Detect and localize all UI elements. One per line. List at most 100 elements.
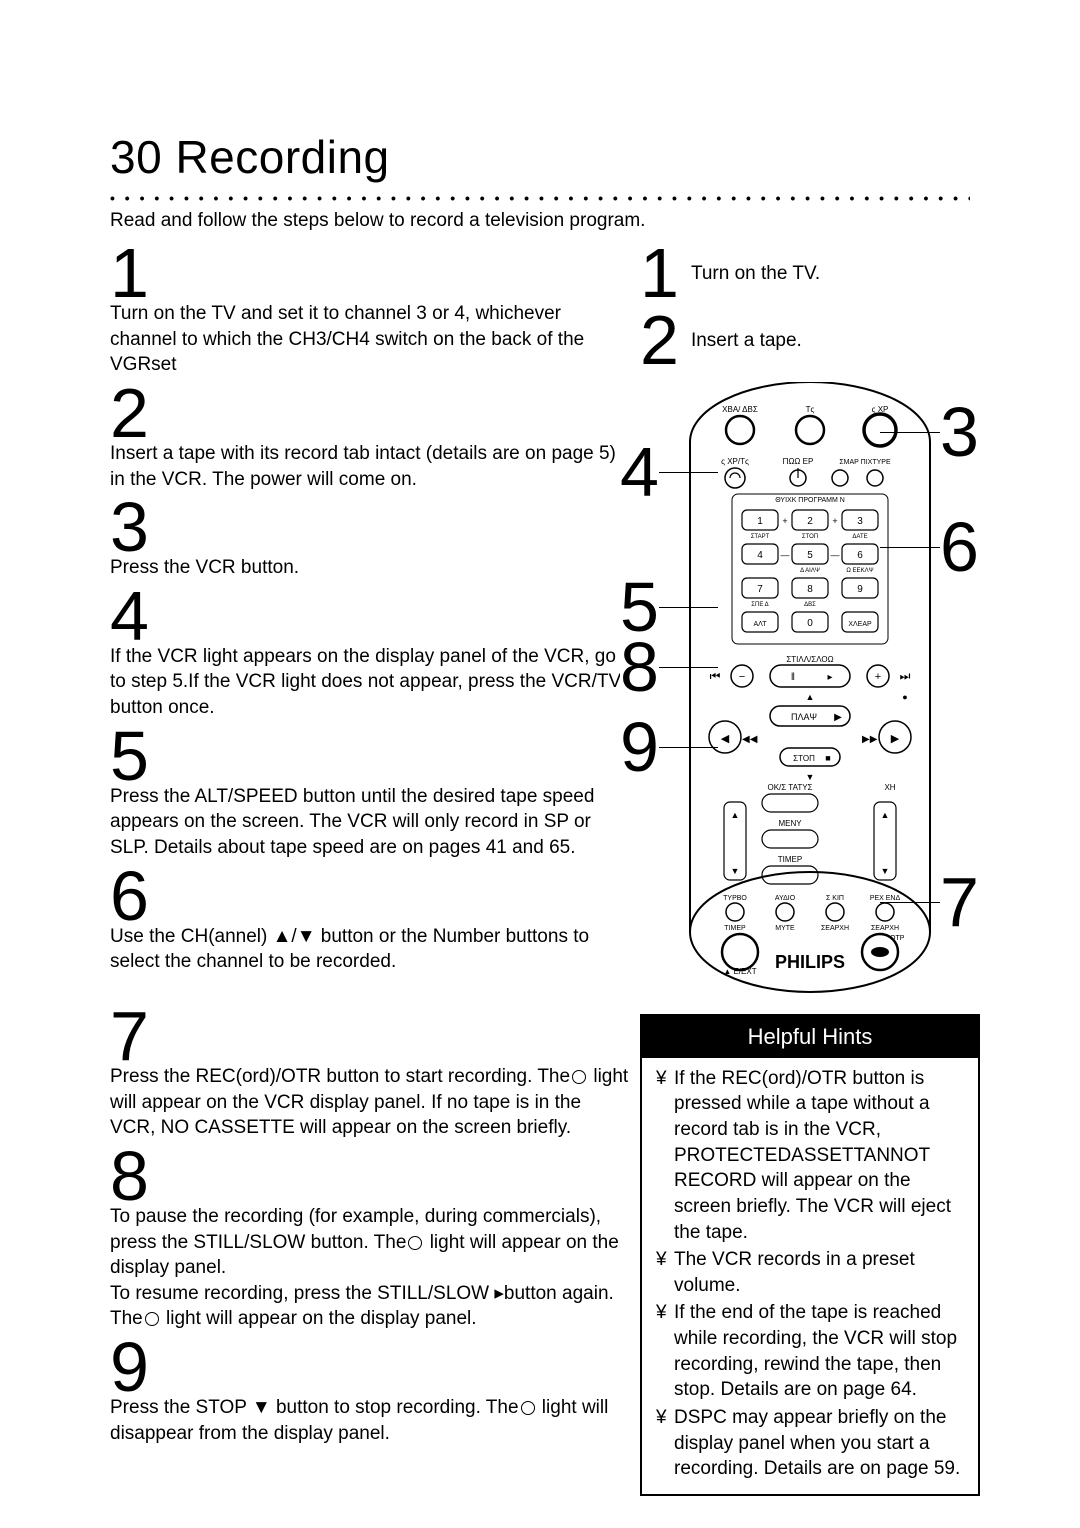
step-2: 2Insert a tape with its record tab intac… [110,382,630,492]
keypad-key-label: 2 [807,516,813,527]
bottom-button-sublabel: ΣΕΑΡΧΗ [821,925,849,932]
step-6: 6Use the CH(annel) ▲/▼ button or the Num… [110,865,630,975]
svg-text:■: ■ [825,753,830,763]
keypad-key-label: 6 [857,550,863,561]
step-number: 3 [110,496,630,559]
step-4: 4If the VCR light appears on the display… [110,585,630,721]
step-number: 5 [110,725,630,788]
svg-text:▶▶: ▶▶ [862,734,878,745]
svg-text:ΠΩΩ ΕΡ: ΠΩΩ ΕΡ [783,457,814,466]
right-column: 1Turn on the TV.2Insert a tape. ΧΒΑ/ ΔΒΣ… [640,242,980,1496]
svg-text:+: + [782,516,787,526]
svg-text:●: ● [902,692,907,702]
bottom-button-label: ΤΥΡΒΟ [723,895,747,902]
keypad-sublabel: Ω ΕΕΚΛΨ [846,568,873,574]
svg-text:◀: ◀ [721,733,730,745]
bottom-button-sublabel: ΤΙΜΕΡ [724,925,746,932]
svg-text:⏮: ⏮ [710,669,721,683]
callout-line [658,667,718,668]
hint-bullet: ¥ [656,1066,674,1245]
svg-text:ΟΚ/Σ ΤΑΤΥΣ: ΟΚ/Σ ΤΑΤΥΣ [767,783,812,792]
svg-text:⏭: ⏭ [900,669,911,683]
svg-text:‖: ‖ [791,672,795,683]
step-8: 8To pause the recording (for example, du… [110,1145,630,1332]
keypad-key-label: 8 [807,584,813,595]
callout-number-8: 8 [620,632,659,702]
keypad-key-label: 9 [857,584,863,595]
bottom-button-label: ΡΕΧ ΕΝΔ [870,895,901,902]
record-light-icon [145,1312,159,1326]
svg-text:▲: ▲ [806,692,815,702]
callout-line [658,472,718,473]
step-number: 1 [110,242,630,305]
divider-dots: • • • • • • • • • • • • • • • • • • • • … [110,190,970,204]
step-1: 1Turn on the TV and set it to channel 3 … [110,242,630,378]
svg-text:ΜΕΝΥ: ΜΕΝΥ [778,819,802,828]
record-light-icon [521,1401,535,1415]
svg-text:ΧΗ: ΧΗ [884,783,895,792]
record-light-icon [408,1236,422,1250]
callout-line [658,747,718,748]
svg-text:▶: ▶ [834,712,842,723]
hint-bullet: ¥ [656,1300,674,1403]
remote-svg: ΧΒΑ/ ΔΒΣ Τς ς ΧΡ ς ΧΡ/Τς ΠΩΩ ΕΡ ΣΜΑΡ ΠΙΧ… [680,382,940,1002]
step-body: Press the STOP ▼ button to stop recordin… [110,1395,630,1446]
page-title: 30 Recording [110,130,970,184]
hint-bullet: ¥ [656,1405,674,1482]
intro-text: Read and follow the steps below to recor… [110,210,970,232]
step-body: Turn on the TV and set it to channel 3 o… [110,301,630,378]
svg-text:ΤΙΜΕΡ: ΤΙΜΕΡ [778,855,802,864]
hint-item: ¥If the REC(ord)/OTR button is pressed w… [656,1066,964,1245]
callout-number-7: 7 [940,867,979,937]
keypad-key-label: 7 [757,584,763,595]
callout-line [880,547,940,548]
keypad-sublabel: ΔΒΣ [804,602,816,608]
svg-text:▲: ▲ [881,810,890,820]
callout-line [658,607,718,608]
svg-text:▼: ▼ [881,866,890,876]
step-7: 7Press the REC(ord)/OTR button to start … [110,1005,630,1141]
right-step-1: 1 Turn on the TV. [640,242,980,305]
step-number: 7 [110,1005,630,1068]
bottom-button-label: ΑΥΔΙΟ [775,895,796,902]
bottom-button-sublabel: ΣΕΑΡΧΗ [871,925,899,932]
svg-text:+: + [832,516,837,526]
hint-item: ¥The VCR records in a preset volume. [656,1247,964,1298]
svg-text:▸: ▸ [827,672,832,683]
record-light-icon [572,1070,586,1084]
svg-text:ΠΛΑΨ: ΠΛΑΨ [791,712,817,722]
callout-number-3: 3 [940,397,979,467]
svg-text:▶: ▶ [891,733,900,745]
svg-text:▼: ▼ [806,772,815,782]
keypad-sublabel: ΔΑΤΕ [852,534,867,540]
hint-item: ¥If the end of the tape is reached while… [656,1300,964,1403]
helpful-hints-box: Helpful Hints ¥If the REC(ord)/OTR butto… [640,1014,980,1496]
step-number: 1 [640,242,679,305]
svg-text:ΣΤΙΛΛ/ΣΛΟΩ: ΣΤΙΛΛ/ΣΛΟΩ [786,655,833,664]
svg-text:ΘΥΙΧΚ ΠΡΟΓΡΑΜΜ Ν: ΘΥΙΧΚ ΠΡΟΓΡΑΜΜ Ν [775,497,845,504]
callout-line [880,432,940,433]
svg-text:ς ΧΡ/Τς: ς ΧΡ/Τς [721,457,749,466]
step-number: 2 [110,382,630,445]
svg-text:−: − [739,671,745,683]
callout-line [880,902,940,903]
keypad-key-label: 5 [807,550,813,561]
svg-text:ΣΜΑΡ ΠΙΧΤΥΡΕ: ΣΜΑΡ ΠΙΧΤΥΡΕ [839,459,891,466]
step-body: Press the REC(ord)/OTR button to start r… [110,1064,630,1141]
svg-text:ΧΒΑ/ ΔΒΣ: ΧΒΑ/ ΔΒΣ [722,405,758,414]
step-body: Insert a tape. [691,328,802,354]
svg-text:—: — [781,550,790,560]
step-body: Use the CH(annel) ▲/▼ button or the Numb… [110,924,630,975]
helpful-hints-header: Helpful Hints [642,1016,978,1058]
svg-text:+: + [875,671,881,683]
step-body: Turn on the TV. [691,261,820,287]
step-9: 9Press the STOP ▼ button to stop recordi… [110,1336,630,1446]
svg-text:ΟΤΡ: ΟΤΡ [890,935,905,942]
step-body: Press the ALT/SPEED button until the des… [110,784,630,861]
right-step-2: 2Insert a tape. [640,309,980,372]
step-body: If the VCR light appears on the display … [110,644,630,721]
svg-text:◀◀: ◀◀ [742,734,758,745]
keypad-sublabel: ΣΤΟΠ [802,534,818,540]
step-number: 9 [110,1336,630,1399]
hint-bullet: ¥ [656,1247,674,1298]
